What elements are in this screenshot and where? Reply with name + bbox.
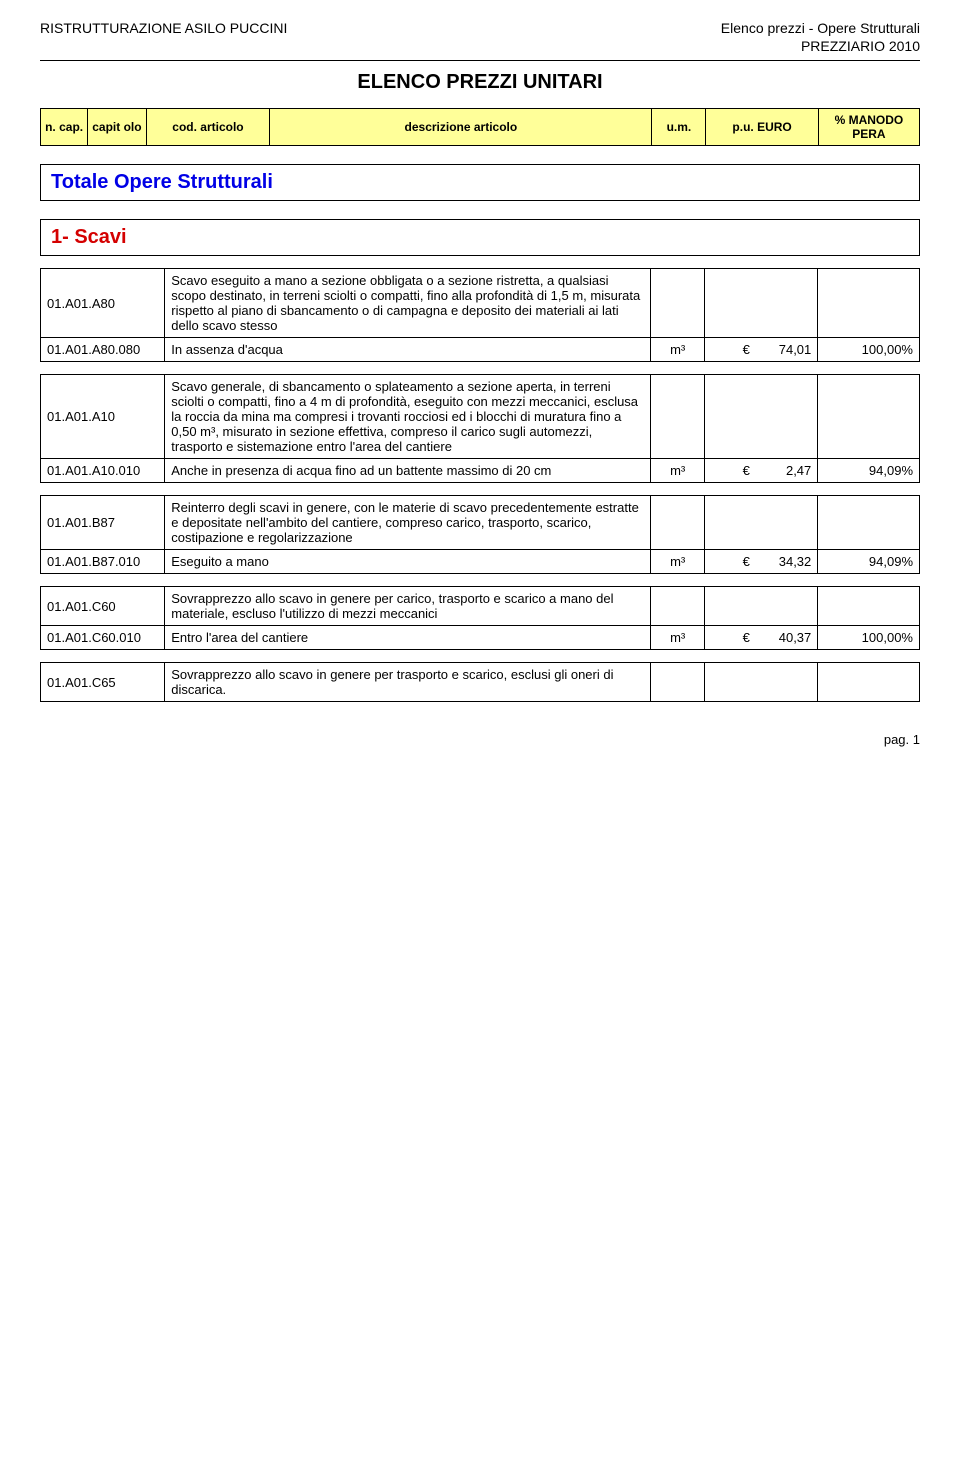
item-head-um [651, 496, 705, 550]
item-head-code: 01.A01.A10 [41, 375, 165, 459]
table-row: 01.A01.C60.010Entro l'area del cantierem… [41, 626, 920, 650]
page-header-2: PREZZIARIO 2010 [40, 38, 920, 54]
header-right-2: PREZZIARIO 2010 [801, 38, 920, 54]
column-headers: n. cap. capit olo cod. articolo descrizi… [40, 108, 920, 146]
item-head-desc: Scavo eseguito a mano a sezione obbligat… [165, 269, 651, 338]
row-um: m³ [651, 338, 705, 362]
item-head-desc: Sovrapprezzo allo scavo in genere per tr… [165, 663, 651, 702]
item-head-pct [818, 269, 920, 338]
item-head-price [705, 269, 818, 338]
page-header: RISTRUTTURAZIONE ASILO PUCCINI Elenco pr… [40, 20, 920, 36]
price-item-table: 01.A01.C65Sovrapprezzo allo scavo in gen… [40, 662, 920, 702]
section-total: Totale Opere Strutturali [40, 164, 920, 201]
row-desc: Anche in presenza di acqua fino ad un ba… [165, 459, 651, 483]
row-um: m³ [651, 550, 705, 574]
table-row: 01.A01.A80.080In assenza d'acquam³€ 74,0… [41, 338, 920, 362]
row-pct: 100,00% [818, 626, 920, 650]
col-n: n. cap. [41, 109, 88, 146]
item-head-price [705, 663, 818, 702]
item-head-pct [818, 663, 920, 702]
price-item-table: 01.A01.A10Scavo generale, di sbancamento… [40, 374, 920, 483]
price-item-table: 01.A01.C60Sovrapprezzo allo scavo in gen… [40, 586, 920, 650]
row-pct: 100,00% [818, 338, 920, 362]
row-pct: 94,09% [818, 550, 920, 574]
item-head-desc: Sovrapprezzo allo scavo in genere per ca… [165, 587, 651, 626]
row-desc: Entro l'area del cantiere [165, 626, 651, 650]
item-head-code: 01.A01.C60 [41, 587, 165, 626]
col-pc: % MANODO PERA [818, 109, 919, 146]
table-row: 01.A01.B87.010Eseguito a manom³€ 34,3294… [41, 550, 920, 574]
header-divider [40, 60, 920, 61]
row-um: m³ [651, 626, 705, 650]
row-code: 01.A01.C60.010 [41, 626, 165, 650]
col-desc: descrizione articolo [270, 109, 652, 146]
item-head-code: 01.A01.A80 [41, 269, 165, 338]
row-desc: In assenza d'acqua [165, 338, 651, 362]
row-um: m³ [651, 459, 705, 483]
item-head-pct [818, 587, 920, 626]
row-pct: 94,09% [818, 459, 920, 483]
item-head-um [651, 663, 705, 702]
header-left: RISTRUTTURAZIONE ASILO PUCCINI [40, 20, 287, 36]
item-head-price [705, 375, 818, 459]
main-title: ELENCO PREZZI UNITARI [40, 71, 920, 94]
price-item-table: 01.A01.B87Reinterro degli scavi in gener… [40, 495, 920, 574]
section-scavi: 1- Scavi [40, 219, 920, 256]
col-cod: cod. articolo [146, 109, 270, 146]
item-head-desc: Reinterro degli scavi in genere, con le … [165, 496, 651, 550]
row-price: € 74,01 [705, 338, 818, 362]
table-row: 01.A01.A10.010Anche in presenza di acqua… [41, 459, 920, 483]
item-head-um [651, 587, 705, 626]
col-pu: p.u. EURO [706, 109, 818, 146]
item-head-code: 01.A01.C65 [41, 663, 165, 702]
item-head-um [651, 269, 705, 338]
row-price: € 2,47 [705, 459, 818, 483]
item-head-um [651, 375, 705, 459]
item-head-price [705, 496, 818, 550]
items-container: 01.A01.A80Scavo eseguito a mano a sezion… [40, 268, 920, 702]
col-cap: capit olo [88, 109, 146, 146]
header-right-1: Elenco prezzi - Opere Strutturali [721, 20, 920, 36]
col-um: u.m. [652, 109, 706, 146]
row-code: 01.A01.B87.010 [41, 550, 165, 574]
row-price: € 40,37 [705, 626, 818, 650]
item-head-desc: Scavo generale, di sbancamento o splatea… [165, 375, 651, 459]
item-head-price [705, 587, 818, 626]
item-head-pct [818, 496, 920, 550]
row-price: € 34,32 [705, 550, 818, 574]
page-number: pag. 1 [40, 732, 920, 747]
row-code: 01.A01.A80.080 [41, 338, 165, 362]
item-head-pct [818, 375, 920, 459]
item-head-code: 01.A01.B87 [41, 496, 165, 550]
row-code: 01.A01.A10.010 [41, 459, 165, 483]
price-item-table: 01.A01.A80Scavo eseguito a mano a sezion… [40, 268, 920, 362]
row-desc: Eseguito a mano [165, 550, 651, 574]
